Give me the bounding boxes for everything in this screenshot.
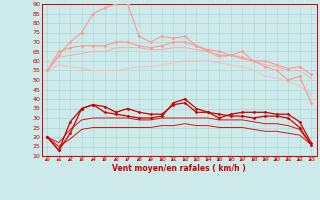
X-axis label: Vent moyen/en rafales ( km/h ): Vent moyen/en rafales ( km/h ) [112, 164, 246, 173]
